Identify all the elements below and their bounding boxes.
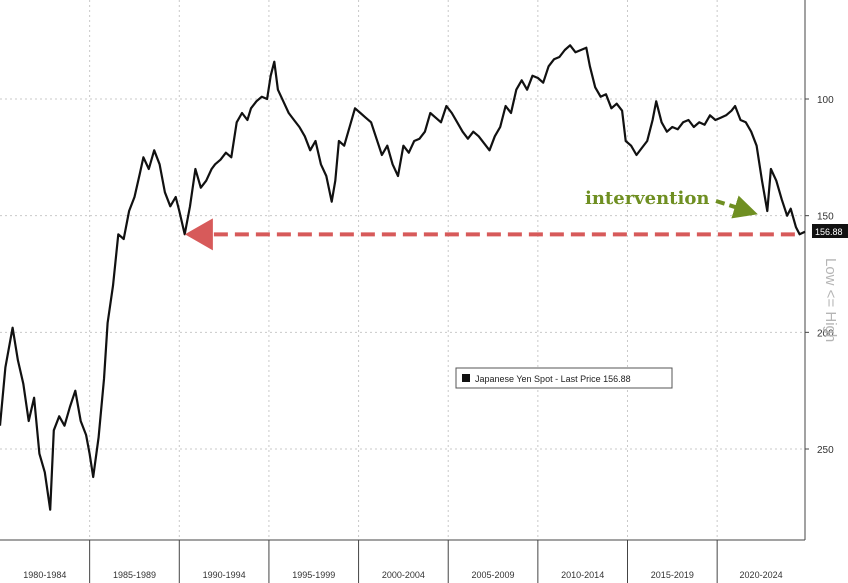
legend-swatch: [462, 374, 470, 382]
last-price-badge: [812, 224, 848, 238]
y-tick-label-150: 150: [817, 212, 834, 223]
x-axis: 1980-1984 1985-1989 1990-1994 1995-1999 2000…: [23, 540, 783, 583]
x-tick-label-2000-2004: 2000-2004: [382, 570, 425, 580]
y-tick-label-200: 200: [817, 328, 834, 339]
y-axis: 100 150 200 250: [805, 95, 834, 456]
last-price-marker: 156.88: [812, 224, 848, 238]
intervention-arrow: [715, 195, 758, 219]
x-tick-label-2010-2014: 2010-2014: [561, 570, 604, 580]
plot-background: [0, 0, 805, 540]
x-tick-label-1990-1994: 1990-1994: [203, 570, 246, 580]
x-tick-label-1985-1989: 1985-1989: [113, 570, 156, 580]
last-price-label: 156.88: [815, 227, 843, 237]
legend: Japanese Yen Spot - Last Price 156.88: [455, 367, 673, 389]
x-tick-label-1980-1984: 1980-1984: [23, 570, 66, 580]
x-tick-label-2005-2009: 2005-2009: [472, 570, 515, 580]
series-line-japanese-yen-spot: [0, 44, 806, 511]
y-tick-label-100: 100: [817, 95, 834, 106]
x-tick-label-2020-2024: 2020-2024: [740, 570, 783, 580]
legend-label: Japanese Yen Spot - Last Price 156.88: [475, 374, 631, 384]
y-axis-title: Low <= High: [822, 258, 839, 342]
annotation-intervention: intervention: [585, 188, 709, 209]
x-tick-label-1995-1999: 1995-1999: [292, 570, 335, 580]
x-tick-label-2015-2019: 2015-2019: [651, 570, 694, 580]
legend-box: [455, 367, 673, 389]
y-tick-label-250: 250: [817, 445, 834, 456]
